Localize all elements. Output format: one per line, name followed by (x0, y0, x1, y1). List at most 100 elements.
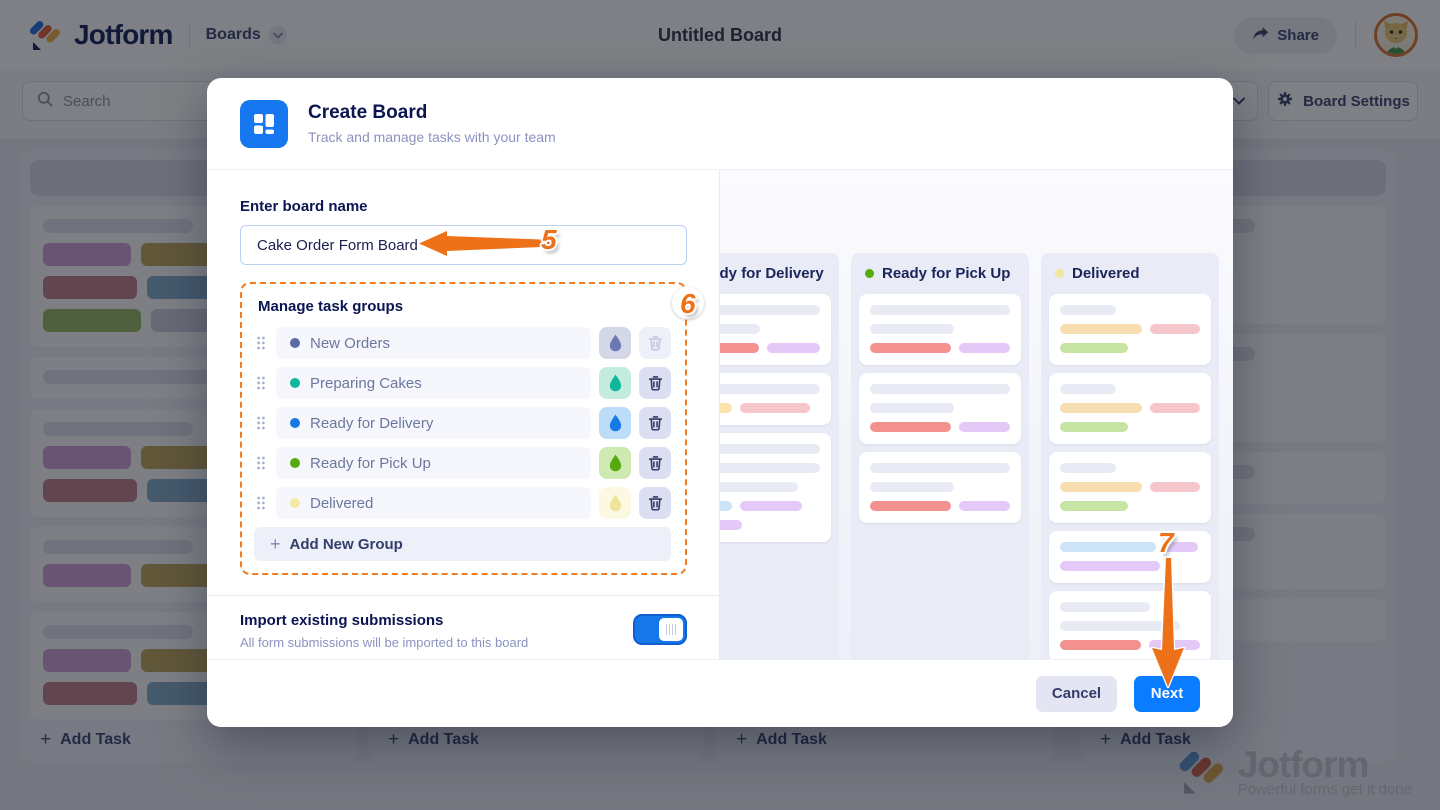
group-color-dot (290, 378, 300, 388)
tag-pill (740, 403, 810, 413)
tag-pill (720, 520, 742, 530)
group-name-label: Ready for Delivery (310, 414, 434, 432)
tag-pill (1149, 482, 1200, 492)
drag-handle-icon[interactable] (254, 336, 268, 350)
tag-pill (1164, 542, 1198, 552)
tag-pill (1060, 640, 1142, 650)
card-row (1060, 501, 1200, 511)
skeleton-bar (720, 463, 820, 473)
group-name-field[interactable]: Preparing Cakes (276, 367, 591, 399)
skeleton-bar (870, 305, 1010, 315)
task-group-row: Ready for Pick Up (254, 447, 671, 479)
preview-card (859, 294, 1021, 365)
skeleton-bar (720, 305, 820, 315)
group-color-button[interactable] (599, 407, 631, 439)
tag-pill (870, 501, 951, 511)
group-color-button[interactable] (599, 487, 631, 519)
skeleton-bar (720, 444, 820, 454)
tag-pill (1060, 482, 1142, 492)
import-submissions-description: All form submissions will be imported to… (240, 635, 529, 650)
drag-handle-icon[interactable] (254, 416, 268, 430)
task-group-row: Ready for Delivery (254, 407, 671, 439)
drag-handle-icon[interactable] (254, 376, 268, 390)
preview-card (720, 294, 831, 365)
modal-header: Create Board Track and manage tasks with… (207, 78, 1233, 170)
group-delete-button[interactable] (639, 367, 671, 399)
card-row (870, 422, 1010, 432)
import-submissions-toggle[interactable] (633, 614, 687, 645)
tag-pill (1060, 501, 1128, 511)
preview-card (720, 373, 831, 425)
skeleton-bar (720, 324, 760, 334)
skeleton-bar (720, 482, 798, 492)
preview-column-header: Ready for Pick Up (865, 265, 1021, 282)
card-row (1060, 403, 1200, 413)
card-row (870, 384, 1010, 394)
group-color-button[interactable] (599, 367, 631, 399)
preview-card (1049, 452, 1211, 523)
card-row (720, 384, 820, 394)
manage-groups-section: Manage task groups New Orders Preparing C… (240, 282, 687, 575)
board-name-label: Enter board name (240, 198, 368, 215)
tag-pill (1149, 324, 1200, 334)
preview-column-title: Delivered (1072, 265, 1140, 282)
drag-handle-icon[interactable] (254, 496, 268, 510)
preview-card (720, 433, 831, 542)
tag-pill (740, 501, 802, 511)
tag-pill (958, 343, 1010, 353)
tag-pill (1060, 542, 1156, 552)
skeleton-bar (720, 384, 820, 394)
card-row (870, 403, 1010, 413)
board-preview-pane: Ready for Delivery Ready for Pick Up Deliv… (719, 170, 1233, 659)
group-delete-button (639, 327, 671, 359)
tag-pill (720, 343, 760, 353)
cancel-button[interactable]: Cancel (1036, 675, 1117, 712)
modal-subtitle: Track and manage tasks with your team (308, 129, 556, 145)
drag-handle-icon[interactable] (254, 456, 268, 470)
add-new-group-button[interactable]: + Add New Group (254, 527, 671, 561)
group-delete-button[interactable] (639, 447, 671, 479)
group-delete-button[interactable] (639, 487, 671, 519)
group-color-dot (290, 338, 300, 348)
group-name-field[interactable]: Ready for Delivery (276, 407, 591, 439)
task-group-row: Preparing Cakes (254, 367, 671, 399)
card-row (1060, 602, 1200, 612)
import-submissions-label: Import existing submissions (240, 612, 444, 629)
card-row (870, 501, 1010, 511)
preview-column: Ready for Delivery (720, 253, 839, 659)
card-row (720, 403, 820, 413)
tag-pill (767, 343, 820, 353)
group-name-field[interactable]: Ready for Pick Up (276, 447, 591, 479)
modal-footer: Cancel Next (207, 659, 1233, 727)
tag-pill (1060, 403, 1142, 413)
preview-card (1049, 591, 1211, 659)
tag-pill (958, 501, 1010, 511)
skeleton-bar (1060, 621, 1180, 631)
skeleton-bar (870, 482, 954, 492)
card-row (1060, 561, 1200, 571)
card-row (1060, 384, 1200, 394)
card-row (720, 324, 820, 334)
card-row (720, 501, 820, 511)
preview-card (1049, 373, 1211, 444)
tag-pill (1060, 324, 1142, 334)
card-row (870, 343, 1010, 353)
group-name-field[interactable]: New Orders (276, 327, 591, 359)
tag-pill (1149, 640, 1200, 650)
skeleton-bar (1060, 384, 1116, 394)
card-row (1060, 305, 1200, 315)
group-color-button[interactable] (599, 327, 631, 359)
group-name-label: Ready for Pick Up (310, 454, 431, 472)
next-button[interactable]: Next (1134, 675, 1200, 712)
skeleton-bar (1060, 463, 1116, 473)
group-name-field[interactable]: Delivered (276, 487, 591, 519)
group-color-dot (290, 498, 300, 508)
group-name-label: Preparing Cakes (310, 374, 422, 392)
board-name-input[interactable] (240, 225, 687, 265)
group-color-button[interactable] (599, 447, 631, 479)
tag-pill (720, 403, 732, 413)
group-delete-button[interactable] (639, 407, 671, 439)
card-row (720, 482, 820, 492)
tag-pill (958, 422, 1010, 432)
preview-column: Delivered (1041, 253, 1219, 659)
